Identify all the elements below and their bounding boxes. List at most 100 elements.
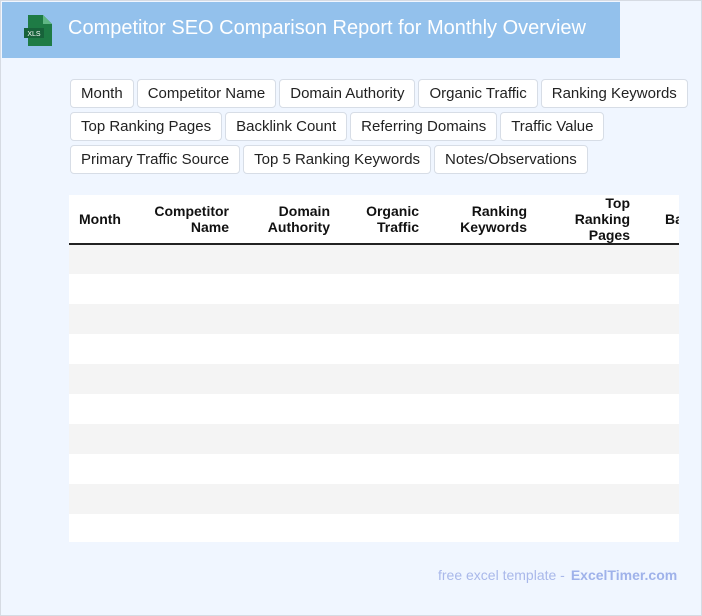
table-cell[interactable] [429, 394, 537, 424]
data-table: Month Competitor Name Domain Authority O… [69, 195, 679, 542]
col-ranking-keywords: Ranking Keywords [429, 195, 537, 245]
chip-top-ranking-pages[interactable]: Top Ranking Pages [70, 112, 223, 141]
table-cell[interactable] [340, 454, 429, 484]
table-row [69, 364, 679, 394]
table-cell[interactable] [239, 454, 340, 484]
table-cell[interactable] [69, 274, 141, 304]
table-cell[interactable] [429, 274, 537, 304]
table-cell[interactable] [340, 334, 429, 364]
table-cell[interactable] [340, 304, 429, 334]
chip-domain-authority[interactable]: Domain Authority [279, 79, 416, 108]
table-cell[interactable] [537, 484, 640, 514]
table-cell[interactable] [239, 274, 340, 304]
table-cell[interactable] [141, 334, 239, 364]
chip-top-5-ranking-keywords[interactable]: Top 5 Ranking Keywords [243, 145, 432, 174]
table-cell[interactable] [141, 394, 239, 424]
table-cell[interactable] [69, 424, 141, 454]
footer-brand-link[interactable]: ExcelTimer.com [570, 567, 678, 583]
xls-file-icon: XLS [24, 15, 52, 46]
table-cell[interactable] [640, 394, 679, 424]
table-row [69, 244, 679, 274]
table-cell[interactable] [340, 514, 429, 542]
table-cell[interactable] [69, 304, 141, 334]
chip-organic-traffic[interactable]: Organic Traffic [418, 79, 538, 108]
table-cell[interactable] [141, 244, 239, 274]
table-cell[interactable] [640, 244, 679, 274]
table-cell[interactable] [429, 364, 537, 394]
table-cell[interactable] [141, 364, 239, 394]
table-cell[interactable] [69, 244, 141, 274]
table-cell[interactable] [340, 244, 429, 274]
table-cell[interactable] [537, 304, 640, 334]
table-cell[interactable] [640, 334, 679, 364]
chip-ranking-keywords[interactable]: Ranking Keywords [540, 79, 688, 108]
table-cell[interactable] [640, 424, 679, 454]
table-cell[interactable] [141, 274, 239, 304]
chip-notes-observations[interactable]: Notes/Observations [434, 145, 588, 174]
table-cell[interactable] [429, 424, 537, 454]
table-cell[interactable] [537, 364, 640, 394]
table-row [69, 514, 679, 542]
chip-primary-traffic-source[interactable]: Primary Traffic Source [70, 145, 241, 174]
table-cell[interactable] [640, 454, 679, 484]
table-cell[interactable] [239, 244, 340, 274]
table-cell[interactable] [429, 514, 537, 542]
table-cell[interactable] [69, 514, 141, 542]
table-cell[interactable] [429, 334, 537, 364]
table-cell[interactable] [69, 364, 141, 394]
chip-competitor-name[interactable]: Competitor Name [136, 79, 277, 108]
table-cell[interactable] [340, 484, 429, 514]
table-cell[interactable] [340, 364, 429, 394]
table-cell[interactable] [537, 334, 640, 364]
table-cell[interactable] [141, 484, 239, 514]
table-cell[interactable] [429, 304, 537, 334]
table-cell[interactable] [537, 454, 640, 484]
table-cell[interactable] [537, 514, 640, 542]
table-cell[interactable] [537, 244, 640, 274]
table-row [69, 484, 679, 514]
table-row [69, 394, 679, 424]
col-domain-authority: Domain Authority [239, 195, 340, 245]
table-cell[interactable] [640, 484, 679, 514]
table-cell[interactable] [640, 304, 679, 334]
col-organic-traffic: Organic Traffic [340, 195, 429, 245]
col-competitor-name: Competitor Name [141, 195, 239, 245]
chip-traffic-value[interactable]: Traffic Value [500, 112, 605, 141]
table-cell[interactable] [141, 454, 239, 484]
table-cell[interactable] [141, 304, 239, 334]
table-row [69, 334, 679, 364]
table-cell[interactable] [69, 394, 141, 424]
table-cell[interactable] [141, 424, 239, 454]
table-row [69, 304, 679, 334]
table-cell[interactable] [537, 394, 640, 424]
table-cell[interactable] [69, 334, 141, 364]
table-cell[interactable] [537, 424, 640, 454]
table-cell[interactable] [69, 484, 141, 514]
table-cell[interactable] [239, 304, 340, 334]
table-cell[interactable] [141, 514, 239, 542]
table-header-row: Month Competitor Name Domain Authority O… [69, 195, 679, 245]
table-cell[interactable] [340, 274, 429, 304]
table-cell[interactable] [239, 394, 340, 424]
table-cell[interactable] [69, 454, 141, 484]
table-cell[interactable] [429, 244, 537, 274]
table-cell[interactable] [640, 274, 679, 304]
title-banner: XLS Competitor SEO Comparison Report for… [2, 2, 620, 58]
table-cell[interactable] [239, 484, 340, 514]
table-cell[interactable] [429, 454, 537, 484]
table-cell[interactable] [340, 394, 429, 424]
table-cell[interactable] [239, 514, 340, 542]
table-cell[interactable] [537, 274, 640, 304]
col-top-ranking-pages: Top Ranking Pages [537, 195, 640, 245]
table-cell[interactable] [239, 424, 340, 454]
table-cell[interactable] [340, 424, 429, 454]
col-month: Month [69, 195, 141, 245]
table-cell[interactable] [429, 484, 537, 514]
table-cell[interactable] [640, 514, 679, 542]
table-cell[interactable] [239, 364, 340, 394]
table-cell[interactable] [239, 334, 340, 364]
table-cell[interactable] [640, 364, 679, 394]
chip-backlink-count[interactable]: Backlink Count [225, 112, 348, 141]
chip-referring-domains[interactable]: Referring Domains [350, 112, 498, 141]
chip-month[interactable]: Month [70, 79, 134, 108]
